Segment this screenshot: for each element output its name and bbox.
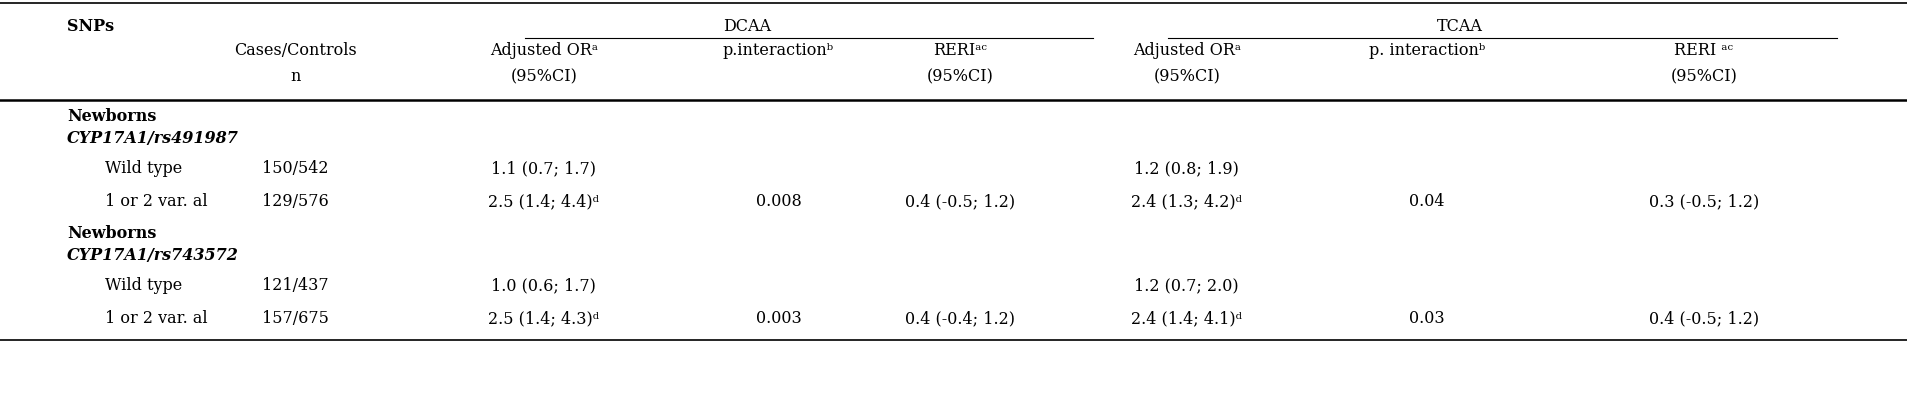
Text: TCAA: TCAA xyxy=(1436,18,1482,35)
Text: 1.1 (0.7; 1.7): 1.1 (0.7; 1.7) xyxy=(490,160,597,177)
Text: (95%CI): (95%CI) xyxy=(1152,68,1220,85)
Text: 2.5 (1.4; 4.4)ᵈ: 2.5 (1.4; 4.4)ᵈ xyxy=(488,193,599,210)
Text: n: n xyxy=(290,68,301,85)
Text: DCAA: DCAA xyxy=(723,18,770,35)
Text: 1.2 (0.7; 2.0): 1.2 (0.7; 2.0) xyxy=(1135,277,1238,294)
Text: 1.0 (0.6; 1.7): 1.0 (0.6; 1.7) xyxy=(492,277,595,294)
Text: (95%CI): (95%CI) xyxy=(509,68,578,85)
Text: Adjusted ORᵃ: Adjusted ORᵃ xyxy=(490,42,597,59)
Text: 0.4 (-0.4; 1.2): 0.4 (-0.4; 1.2) xyxy=(904,310,1015,327)
Text: 129/576: 129/576 xyxy=(263,193,328,210)
Text: 2.5 (1.4; 4.3)ᵈ: 2.5 (1.4; 4.3)ᵈ xyxy=(488,310,599,327)
Text: SNPs: SNPs xyxy=(67,18,114,35)
Text: 0.4 (-0.5; 1.2): 0.4 (-0.5; 1.2) xyxy=(904,193,1015,210)
Text: Wild type: Wild type xyxy=(105,160,181,177)
Text: 0.04: 0.04 xyxy=(1409,193,1444,210)
Text: 1.2 (0.8; 1.9): 1.2 (0.8; 1.9) xyxy=(1135,160,1238,177)
Text: 0.3 (-0.5; 1.2): 0.3 (-0.5; 1.2) xyxy=(1648,193,1758,210)
Text: CYP17A1/rs491987: CYP17A1/rs491987 xyxy=(67,130,238,147)
Text: 150/542: 150/542 xyxy=(263,160,328,177)
Text: 2.4 (1.4; 4.1)ᵈ: 2.4 (1.4; 4.1)ᵈ xyxy=(1131,310,1241,327)
Text: 0.008: 0.008 xyxy=(755,193,801,210)
Text: p. interactionᵇ: p. interactionᵇ xyxy=(1369,42,1484,59)
Text: 0.03: 0.03 xyxy=(1409,310,1444,327)
Text: 121/437: 121/437 xyxy=(263,277,328,294)
Text: 0.003: 0.003 xyxy=(755,310,801,327)
Text: (95%CI): (95%CI) xyxy=(1669,68,1737,85)
Text: (95%CI): (95%CI) xyxy=(925,68,994,85)
Text: RERIᵃᶜ: RERIᵃᶜ xyxy=(933,42,986,59)
Text: RERI ᵃᶜ: RERI ᵃᶜ xyxy=(1674,42,1732,59)
Text: 2.4 (1.3; 4.2)ᵈ: 2.4 (1.3; 4.2)ᵈ xyxy=(1131,193,1241,210)
Text: Adjusted ORᵃ: Adjusted ORᵃ xyxy=(1133,42,1240,59)
Text: Newborns: Newborns xyxy=(67,108,156,125)
Text: Newborns: Newborns xyxy=(67,225,156,242)
Text: CYP17A1/rs743572: CYP17A1/rs743572 xyxy=(67,247,238,264)
Text: Cases/Controls: Cases/Controls xyxy=(235,42,357,59)
Text: 157/675: 157/675 xyxy=(261,310,330,327)
Text: 0.4 (-0.5; 1.2): 0.4 (-0.5; 1.2) xyxy=(1648,310,1758,327)
Text: 1 or 2 var. al: 1 or 2 var. al xyxy=(105,310,208,327)
Text: p.interactionᵇ: p.interactionᵇ xyxy=(723,42,833,59)
Text: 1 or 2 var. al: 1 or 2 var. al xyxy=(105,193,208,210)
Text: Wild type: Wild type xyxy=(105,277,181,294)
